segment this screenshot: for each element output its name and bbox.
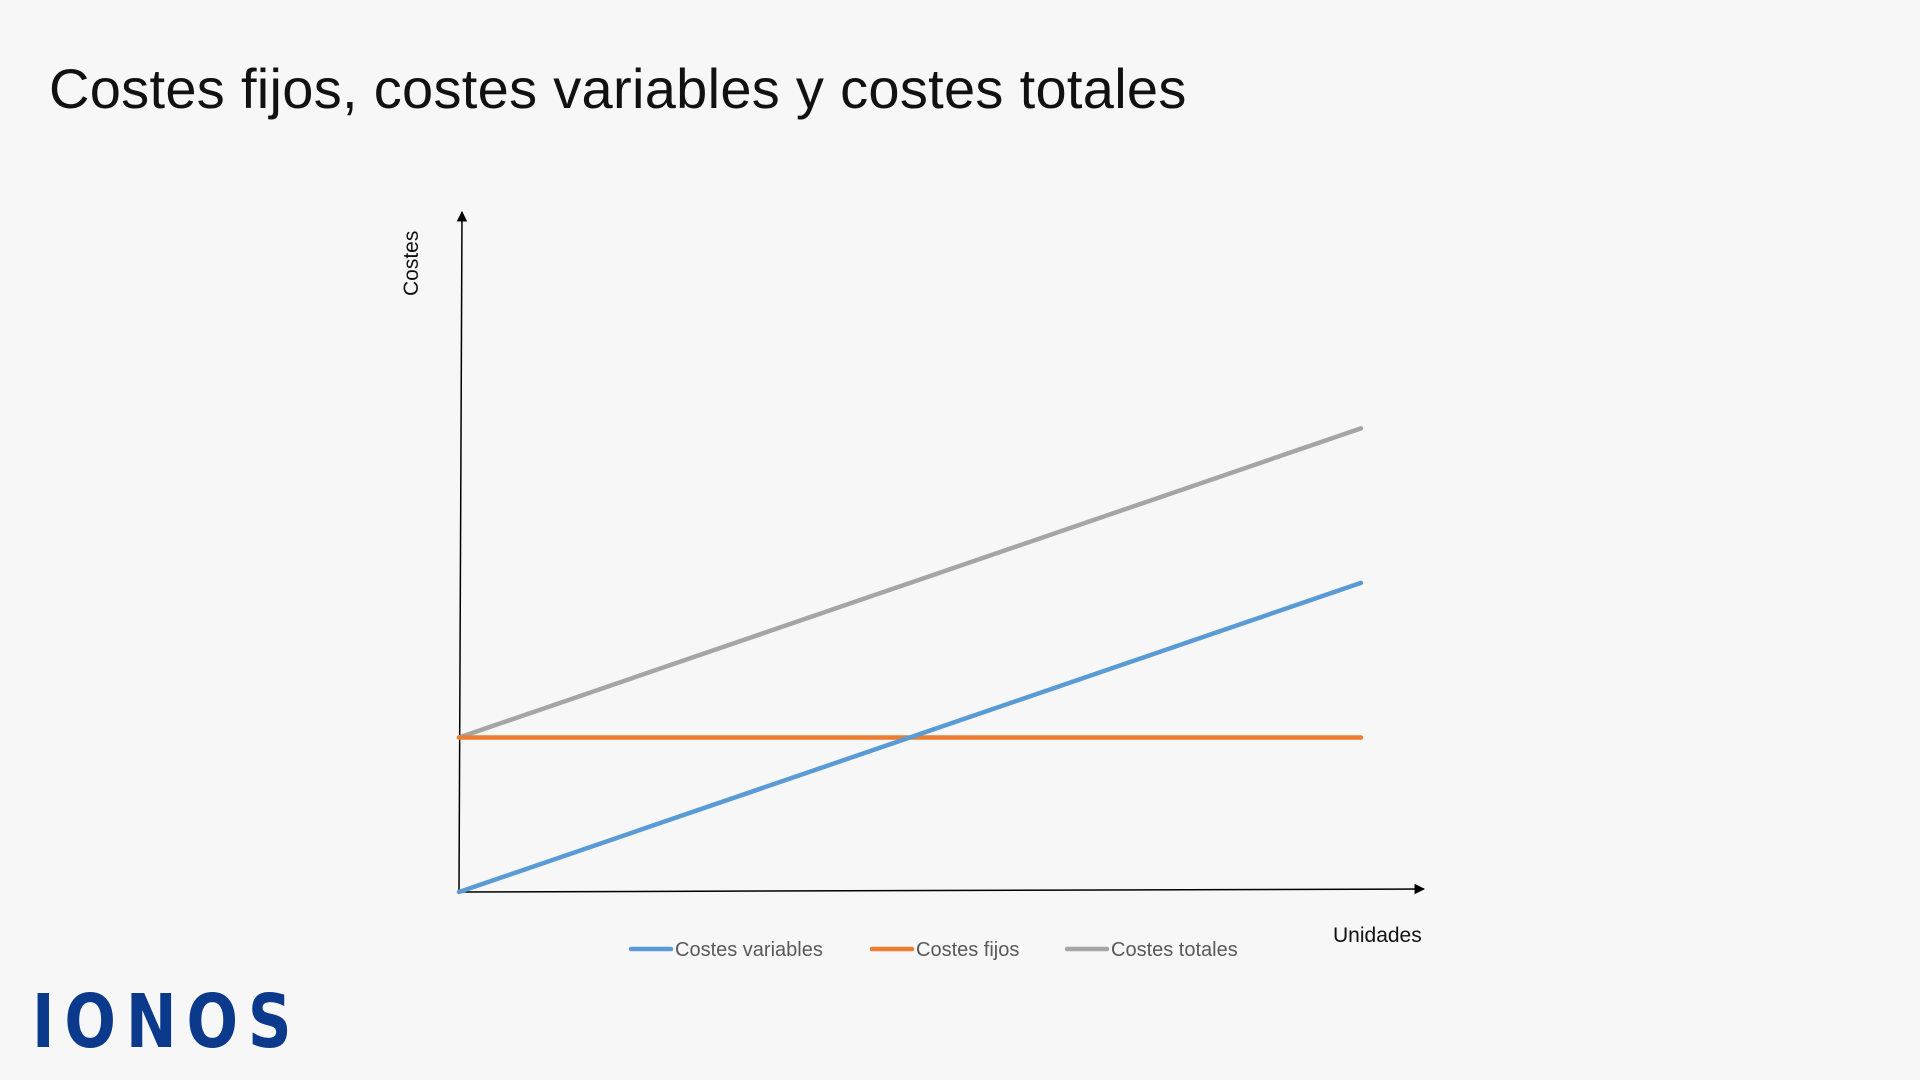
legend: Costes variables Costes fijos Costes total… [628,939,1238,961]
series-line-costes-totales [456,426,1364,740]
legend-label-1: Costes variables [675,939,823,961]
y-axis [456,210,468,893]
legend-label-3: Costes totales [1111,939,1238,961]
ionos-logo: IONOS [32,979,302,1065]
x-axis [458,883,1426,895]
page-title: Costes fijos, costes variables y costes … [49,57,1187,120]
series-line-costes-variables [456,580,1364,895]
series-layer [456,426,1364,895]
y-axis-label: Costes [400,231,423,296]
x-axis-label: Unidades [1333,924,1422,947]
legend-label-2: Costes fijos [916,939,1019,961]
